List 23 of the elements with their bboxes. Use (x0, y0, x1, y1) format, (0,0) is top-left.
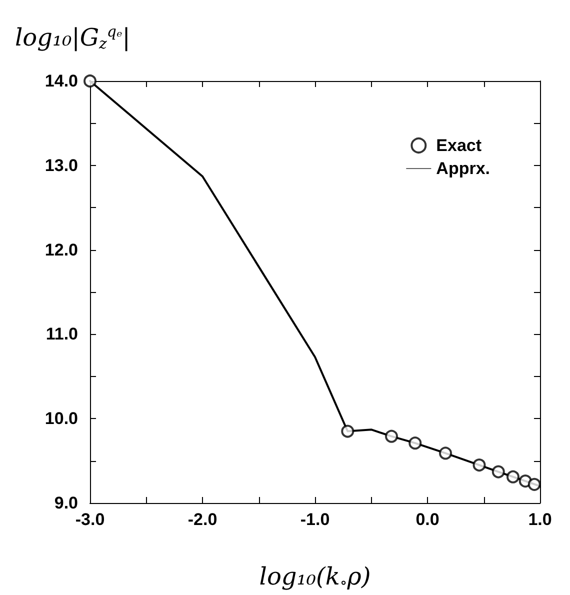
point (506, 470, 520, 484)
x-tick-label: -3.0 (75, 510, 105, 529)
x-tick-label: 0.0 (416, 510, 440, 529)
point (385, 430, 398, 443)
legend-label: Apprx. (436, 159, 490, 178)
point (492, 465, 505, 478)
x-axis-title: log₁₀(k∘ρ) (259, 562, 371, 592)
x-tick-label: -1.0 (300, 510, 330, 529)
point (439, 446, 452, 460)
point (528, 478, 541, 491)
point (408, 436, 422, 450)
x-tick-label: -2.0 (188, 510, 218, 529)
y-tick-label: 12.0 (44, 240, 78, 260)
point (84, 74, 96, 88)
point (472, 458, 486, 472)
y-tick-label: 9.0 (54, 494, 78, 512)
y-tick-label: 14.0 (44, 72, 78, 90)
y-tick-label: 11.0 (46, 324, 78, 344)
y-tick-label: 10.0 (44, 409, 78, 428)
x-tick-label: 1.0 (528, 510, 552, 529)
y-tick-label: 13.0 (44, 156, 78, 175)
legend-label: Exact (436, 136, 482, 155)
point (341, 424, 354, 438)
